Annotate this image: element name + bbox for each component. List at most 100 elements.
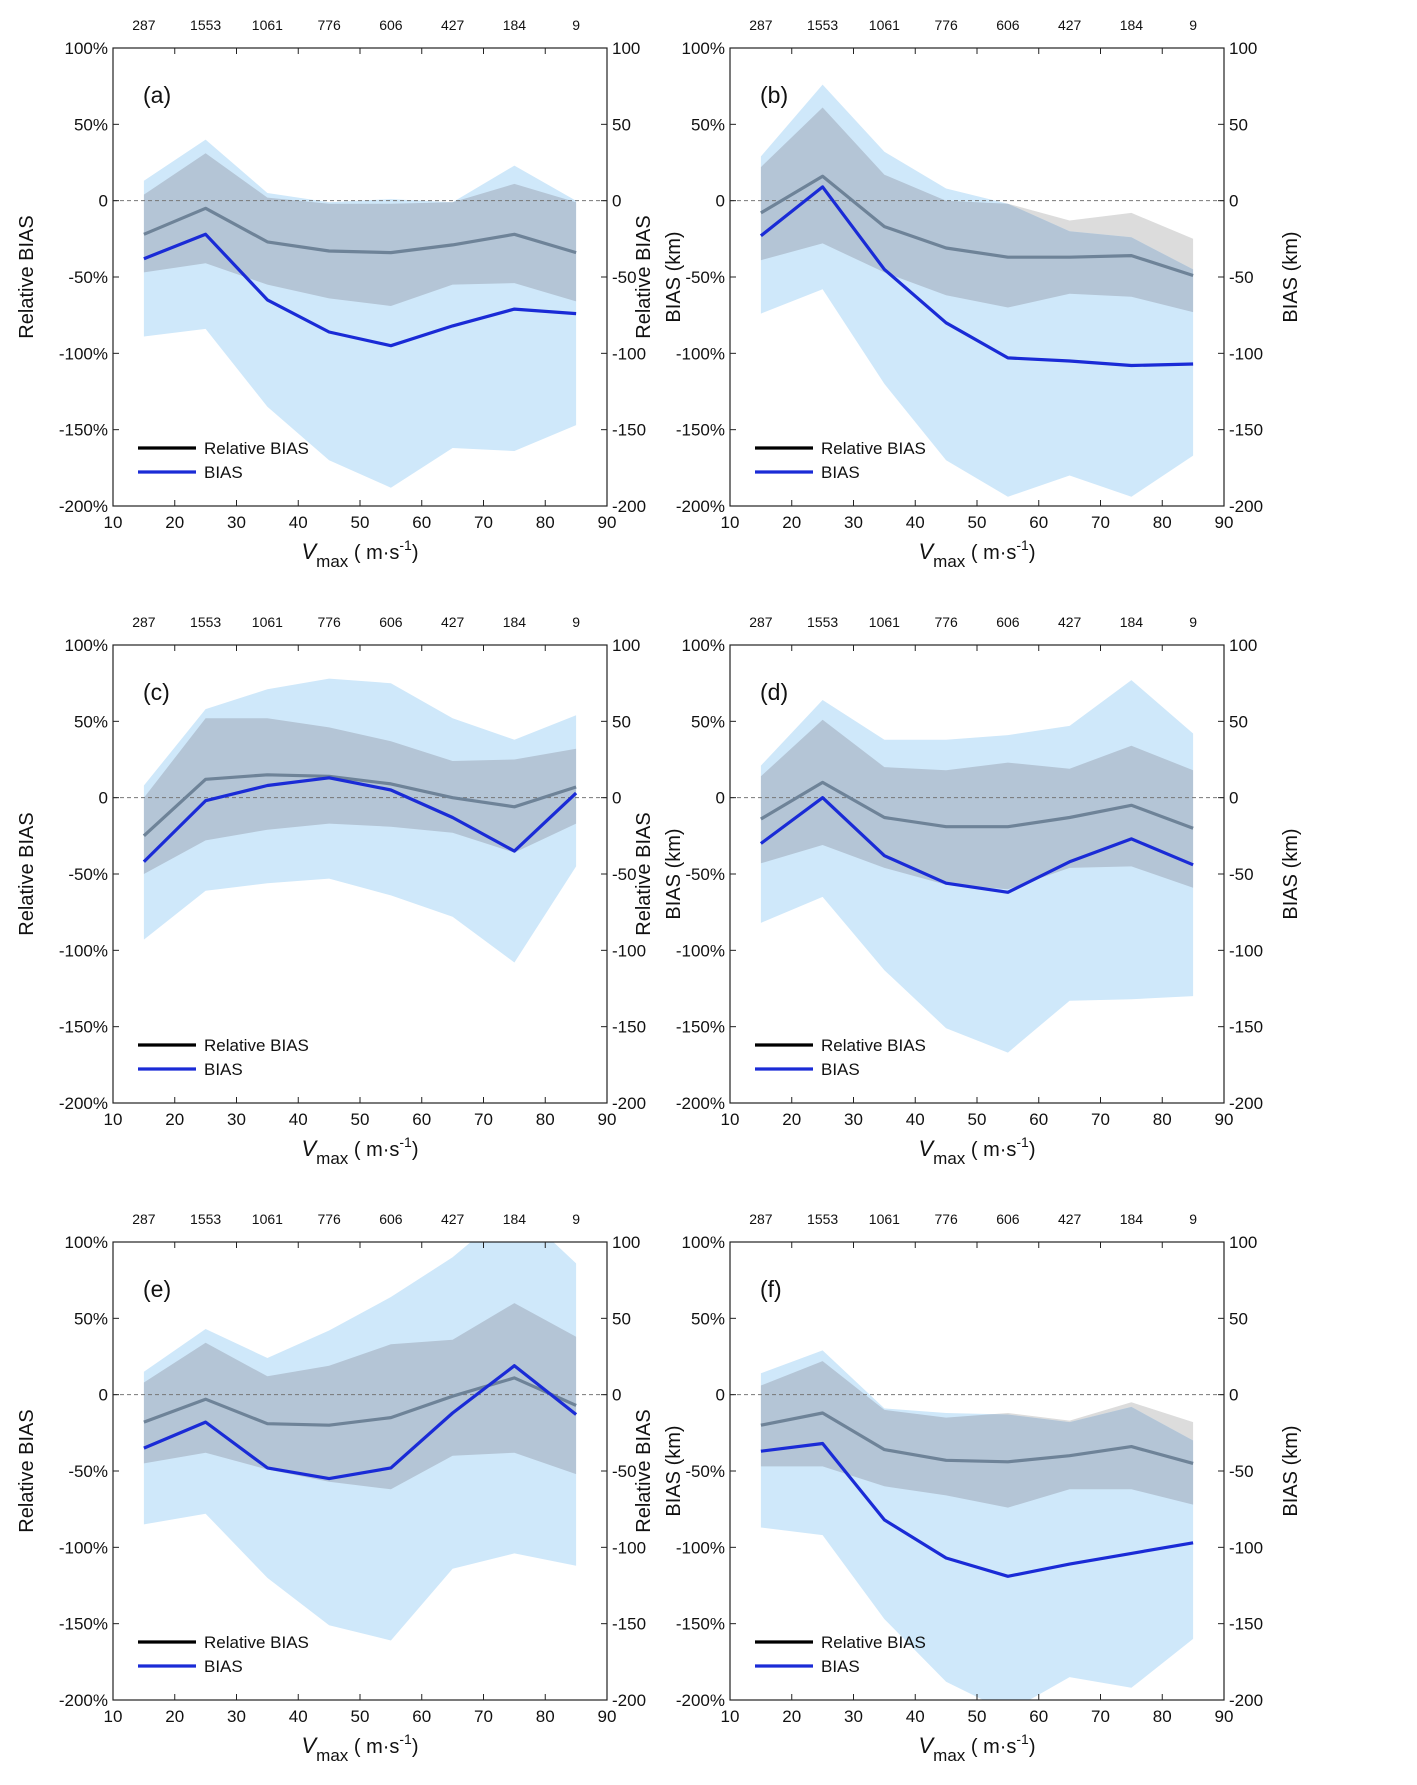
relative-bias-band-overlap	[143, 1303, 577, 1490]
sample-count-label: 427	[441, 1211, 465, 1227]
right-tick-label: -100	[1229, 941, 1263, 960]
sample-count-label: 606	[996, 17, 1020, 33]
sample-count-label: 184	[1120, 614, 1144, 630]
x-tick-label: 70	[1091, 513, 1110, 532]
x-axis-label-unit: ( m·s	[965, 1736, 1016, 1758]
left-tick-label: 0	[716, 1386, 725, 1405]
x-tick-label: 10	[104, 1110, 123, 1129]
sample-count-label: 427	[1058, 614, 1082, 630]
plot-area	[730, 680, 1224, 1053]
legend-label-bias: BIAS	[821, 1060, 860, 1079]
bias-line	[759, 796, 1194, 894]
left-axis-label: Relative BIAS	[633, 812, 655, 935]
right-tick-label: 100	[612, 39, 640, 58]
panel-label: (d)	[760, 679, 788, 705]
x-axis-label-exp: -1	[399, 1134, 412, 1150]
x-tick-label: 50	[351, 1707, 370, 1726]
right-tick-label: -50	[1229, 268, 1254, 287]
x-axis-label-close: )	[412, 1736, 419, 1758]
x-axis-label-sub: max	[933, 552, 966, 571]
x-tick-label: 90	[1215, 1707, 1234, 1726]
panel-c: 10 20 30 40 50 60 70 80 90 100% 100 50% 50 0 0 -50% -50 -…	[16, 614, 685, 1168]
panel-label: (b)	[760, 82, 788, 108]
bias-line	[759, 185, 1194, 368]
relative-bias-band-overlap	[760, 107, 1194, 313]
left-tick-label: 100%	[682, 39, 725, 58]
right-axis-label: BIAS (km)	[663, 1425, 685, 1516]
right-tick-label: -50	[1229, 865, 1254, 884]
legend-label-bias: BIAS	[821, 463, 860, 482]
x-tick-label: 20	[165, 1707, 184, 1726]
x-tick-label: 30	[844, 1707, 863, 1726]
legend-label-relative: Relative BIAS	[821, 439, 926, 458]
left-tick-label: -200%	[676, 497, 725, 516]
sample-count-label: 776	[317, 17, 341, 33]
x-axis-label-main: V	[918, 1733, 935, 1758]
x-axis-label-main: V	[301, 539, 318, 564]
plot-area	[113, 1242, 607, 1641]
x-axis-label: Vmax ( m·s-1)	[301, 1134, 418, 1168]
legend-label-relative: Relative BIAS	[204, 439, 309, 458]
sample-count-label: 427	[1058, 1211, 1082, 1227]
left-tick-label: 0	[99, 1386, 108, 1405]
left-tick-label: -200%	[676, 1691, 725, 1710]
left-axis-label: Relative BIAS	[633, 215, 655, 338]
sample-count-label: 287	[132, 614, 156, 630]
right-tick-label: -200	[1229, 1094, 1263, 1113]
right-tick-label: 100	[1229, 1233, 1257, 1252]
right-tick-label: -200	[1229, 1691, 1263, 1710]
x-tick-label: 50	[968, 513, 987, 532]
relative-bias-line	[142, 773, 577, 837]
sample-count-label: 287	[749, 17, 773, 33]
sample-count-label: 184	[503, 1211, 527, 1227]
x-axis-label-main: V	[301, 1136, 318, 1161]
left-tick-label: -100%	[59, 344, 108, 363]
sample-count-label: 184	[503, 614, 527, 630]
relative-bias-line	[760, 1411, 1194, 1465]
panel-e: 10 20 30 40 50 60 70 80 90 100% 100 50% 50 0 0 -50% -50 -…	[16, 1211, 685, 1765]
left-tick-label: -150%	[59, 421, 108, 440]
left-tick-label: -150%	[59, 1615, 108, 1634]
left-tick-label: -50%	[68, 1462, 108, 1481]
x-axis-label: Vmax ( m·s-1)	[918, 1731, 1035, 1765]
x-tick-label: 40	[289, 1707, 308, 1726]
x-axis-label-unit: ( m·s	[965, 1139, 1016, 1161]
x-tick-label: 90	[1215, 513, 1234, 532]
x-tick-label: 40	[906, 513, 925, 532]
x-axis-label-main: V	[918, 1136, 935, 1161]
right-tick-label: -200	[1229, 497, 1263, 516]
x-tick-label: 30	[227, 1707, 246, 1726]
legend-label-bias: BIAS	[204, 1060, 243, 1079]
right-axis-label: BIAS (km)	[663, 828, 685, 919]
sample-count-label: 1553	[807, 17, 838, 33]
x-tick-label: 20	[782, 513, 801, 532]
right-tick-label: -50	[612, 1462, 637, 1481]
x-axis-label-close: )	[412, 1139, 419, 1161]
right-tick-label: 50	[612, 115, 631, 134]
panel-a: 10 20 30 40 50 60 70 80 90 100% 100 50% 50 0 0 -50% -50 -…	[16, 17, 685, 571]
bias-line	[760, 1441, 1194, 1578]
plot-area	[730, 84, 1224, 497]
right-tick-label: -100	[1229, 1538, 1263, 1557]
right-tick-label: -150	[612, 1615, 646, 1634]
x-axis-label-close: )	[1029, 1736, 1036, 1758]
x-tick-label: 60	[1029, 1707, 1048, 1726]
sample-count-label: 1061	[869, 17, 900, 33]
legend-label-relative: Relative BIAS	[821, 1633, 926, 1652]
x-tick-label: 20	[165, 1110, 184, 1129]
right-tick-label: -50	[612, 268, 637, 287]
x-tick-label: 70	[474, 1707, 493, 1726]
sample-count-label: 1553	[190, 17, 221, 33]
x-tick-label: 10	[104, 1707, 123, 1726]
x-tick-label: 40	[906, 1110, 925, 1129]
bias-line	[142, 776, 578, 863]
sample-count-label: 184	[1120, 17, 1144, 33]
left-tick-label: -150%	[59, 1018, 108, 1037]
left-tick-label: -50%	[68, 865, 108, 884]
left-tick-label: -100%	[676, 1538, 725, 1557]
x-tick-label: 10	[104, 513, 123, 532]
x-tick-label: 80	[536, 1110, 555, 1129]
right-axis-label: BIAS (km)	[663, 231, 685, 322]
right-tick-label: 50	[1229, 1309, 1248, 1328]
